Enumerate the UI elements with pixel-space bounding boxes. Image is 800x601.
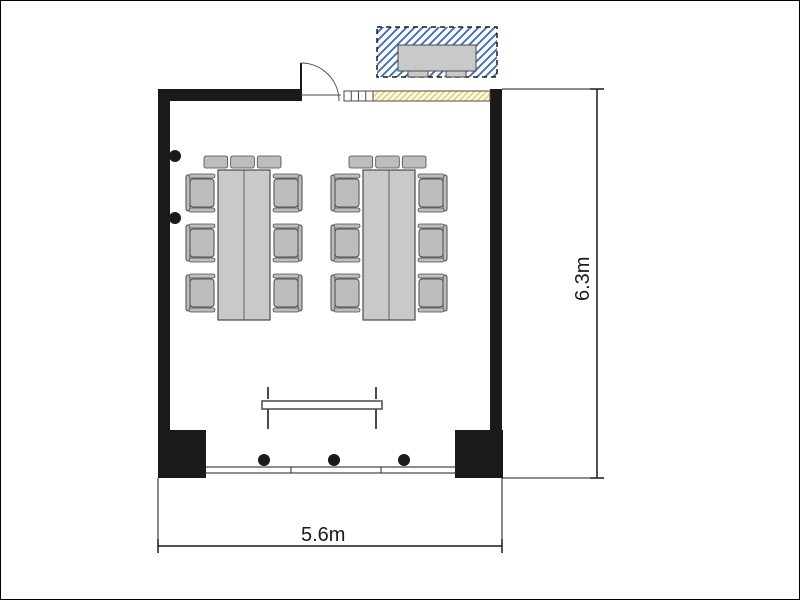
- chair-t0-R2: [273, 274, 302, 312]
- table-1-headcap-1: [376, 156, 400, 168]
- furniture-layer: [186, 156, 447, 429]
- zones-layer: [344, 27, 497, 101]
- dim-height-label: 6.3m: [572, 257, 594, 301]
- chair-t0-L0: [186, 174, 215, 212]
- wall-right: [490, 89, 502, 478]
- pillar-1: [455, 430, 503, 478]
- counter-foot-1: [446, 71, 466, 77]
- floorplan-diagram: 5.6m 6.3m: [0, 0, 800, 600]
- chair-t0-R1: [273, 224, 302, 262]
- openings-layer: [301, 63, 341, 101]
- wall-outlet-2: [258, 454, 270, 466]
- wall-outlet-4: [398, 454, 410, 466]
- chair-t1-L2: [331, 274, 360, 312]
- wall-top-left: [158, 89, 301, 101]
- pillar-0: [158, 430, 206, 478]
- table-0-headcap-0: [204, 156, 228, 168]
- chair-t1-R2: [418, 274, 447, 312]
- dim-width-label: 5.6m: [301, 524, 345, 546]
- chair-t0-L1: [186, 224, 215, 262]
- chair-t1-R1: [418, 224, 447, 262]
- chair-t1-L1: [331, 224, 360, 262]
- table-0-headcap-2: [257, 156, 281, 168]
- counter-foot-0: [408, 71, 428, 77]
- chair-t1-R0: [418, 174, 447, 212]
- wall-outlet-1: [169, 212, 181, 224]
- table-1-headcap-2: [402, 156, 426, 168]
- wall-outlet-3: [328, 454, 340, 466]
- table-1-headcap-0: [349, 156, 373, 168]
- threshold-strip: [373, 91, 490, 101]
- chair-t1-L0: [331, 174, 360, 212]
- table-0-headcap-1: [231, 156, 255, 168]
- bench-top: [262, 401, 382, 409]
- wall-outlet-0: [169, 150, 181, 162]
- wall-left: [158, 89, 170, 478]
- counter-unit: [398, 45, 476, 71]
- chair-t0-L2: [186, 274, 215, 312]
- chair-t0-R0: [273, 174, 302, 212]
